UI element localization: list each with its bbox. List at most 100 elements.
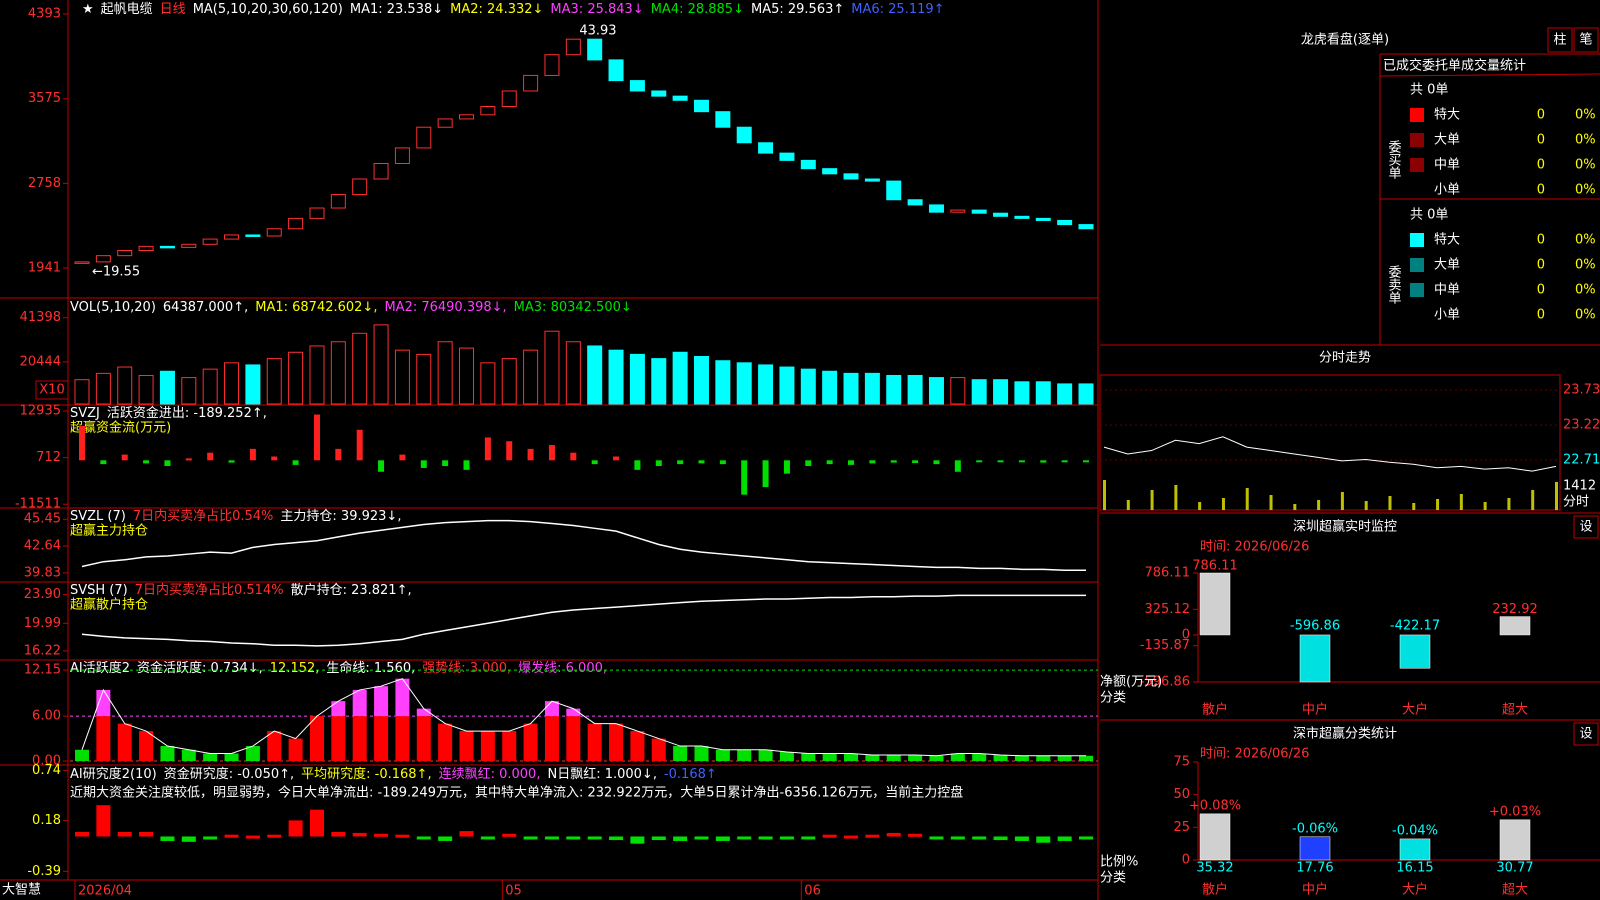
group-total: 共 0单 xyxy=(1410,83,1448,98)
intraday-volume xyxy=(1150,490,1154,510)
candle xyxy=(971,209,987,214)
volume-bar xyxy=(373,324,389,405)
volume-bar xyxy=(864,372,880,405)
flow-bar xyxy=(848,460,855,465)
volume-label: 1412 xyxy=(1563,479,1596,494)
y-tick-label: 23.22 xyxy=(1563,418,1600,433)
candle xyxy=(416,126,432,149)
candle xyxy=(800,159,816,170)
header-item: 强势线: 3.000, xyxy=(422,660,511,676)
flow-bar xyxy=(271,456,278,461)
flow-bar xyxy=(335,448,342,461)
research-bar xyxy=(96,805,111,837)
activity-bar xyxy=(502,731,517,761)
value-label: 786.11 xyxy=(1192,559,1238,574)
header-item: SVSH (7) xyxy=(70,583,128,598)
panel-header: SVSH (7) 7日内买卖净占比0.514% 散户持仓: 23.821↑, xyxy=(70,582,412,598)
activity-bar xyxy=(694,746,709,761)
activity-bar xyxy=(416,716,431,761)
color-swatch xyxy=(1410,258,1424,272)
intraday-volume xyxy=(1340,492,1344,510)
volume-bar xyxy=(608,349,624,405)
flow-bar xyxy=(378,460,385,472)
research-bar xyxy=(459,831,474,837)
activity-bar xyxy=(1014,755,1029,761)
candle xyxy=(1057,219,1073,226)
button[interactable] xyxy=(1573,515,1599,539)
row-count: 0 xyxy=(1537,133,1545,148)
research-bar xyxy=(715,836,730,841)
candle xyxy=(587,38,603,61)
intraday-volume xyxy=(1507,498,1511,510)
panel-title: 深圳超赢实时监控 xyxy=(1293,519,1397,535)
activity-bar xyxy=(1079,755,1093,761)
research-bar xyxy=(1036,836,1051,843)
header-item: SVZJ xyxy=(70,406,100,421)
volume-bar xyxy=(523,349,539,405)
candle xyxy=(501,90,517,108)
panel-title: 深市超赢分类统计 xyxy=(1293,726,1397,742)
candle xyxy=(74,261,90,264)
research-bar xyxy=(224,834,239,838)
y-tick-label: 325.12 xyxy=(1145,602,1191,617)
flow-bar xyxy=(890,460,897,463)
flow-bar xyxy=(79,425,85,461)
y-tick-label: 712 xyxy=(36,450,61,465)
research-bar xyxy=(1057,836,1072,841)
volume-bar xyxy=(779,366,795,405)
activity-bar xyxy=(651,738,666,761)
panel-header: AI研究度2(10) 资金研究度: -0.050↑, 平均研究度: -0.168↑,… xyxy=(70,766,717,782)
change-label: +0.08% xyxy=(1189,798,1241,813)
activity-bar xyxy=(908,755,923,761)
volume-bar xyxy=(330,341,346,405)
y-tick-label: 23.73 xyxy=(1563,383,1600,398)
unit-box xyxy=(35,380,69,400)
volume-bar xyxy=(480,362,496,405)
intraday-volume xyxy=(1436,499,1440,510)
volume-bar xyxy=(202,368,218,405)
value-label: 16.15 xyxy=(1396,861,1433,876)
research-bar xyxy=(117,832,132,837)
row-name: 小单 xyxy=(1434,183,1460,198)
button[interactable] xyxy=(1573,27,1599,53)
row-pct: 0% xyxy=(1575,308,1596,323)
activity-bar xyxy=(181,749,196,761)
row-pct: 0% xyxy=(1575,133,1596,148)
activity-bar xyxy=(203,753,218,761)
header-item: 平均研究度: -0.168↑, xyxy=(301,766,431,782)
group-side: 委卖单 xyxy=(1386,265,1402,304)
volume-bar xyxy=(352,332,368,405)
intraday-volume xyxy=(1174,485,1178,510)
candle xyxy=(864,178,880,182)
color-swatch xyxy=(1410,108,1424,122)
intraday-volume xyxy=(1459,494,1463,510)
button[interactable] xyxy=(1547,27,1573,53)
panel-header: VOL(5,10,20) 64387.000↑, MA1: 68742.602↓, M… xyxy=(70,300,632,315)
x-tick-label: 超大 xyxy=(1502,883,1528,898)
flow-bar xyxy=(1083,460,1089,463)
header-item: MA1: 68742.602↓, xyxy=(255,300,377,315)
research-bar xyxy=(288,820,303,837)
y-tick-label: 0.18 xyxy=(32,813,61,828)
header-item: -0.168↑ xyxy=(664,767,717,782)
table-title: 已成交委托单成交量统计 xyxy=(1383,58,1526,74)
y-tick-label: 12935 xyxy=(20,403,61,418)
header-item: 连续飘红: 0.000, xyxy=(439,766,541,782)
y-tick-label: 0 xyxy=(1182,627,1190,642)
candle xyxy=(159,245,175,249)
header-item: 12.152, xyxy=(270,661,320,676)
button[interactable] xyxy=(1573,722,1599,746)
volume-bar xyxy=(629,353,645,405)
research-bar xyxy=(694,836,709,840)
activity-bar xyxy=(267,731,282,761)
activity-bar xyxy=(566,716,581,761)
flow-bar xyxy=(805,460,812,467)
activity-bar xyxy=(96,716,111,761)
color-swatch xyxy=(1410,158,1424,172)
header-item: 主力持仓: 39.923↓, xyxy=(280,509,401,524)
candle xyxy=(245,234,261,237)
candle xyxy=(523,74,539,92)
flow-bar xyxy=(912,460,919,463)
y-tick-label: 0.74 xyxy=(32,763,61,778)
research-bar xyxy=(245,835,260,839)
